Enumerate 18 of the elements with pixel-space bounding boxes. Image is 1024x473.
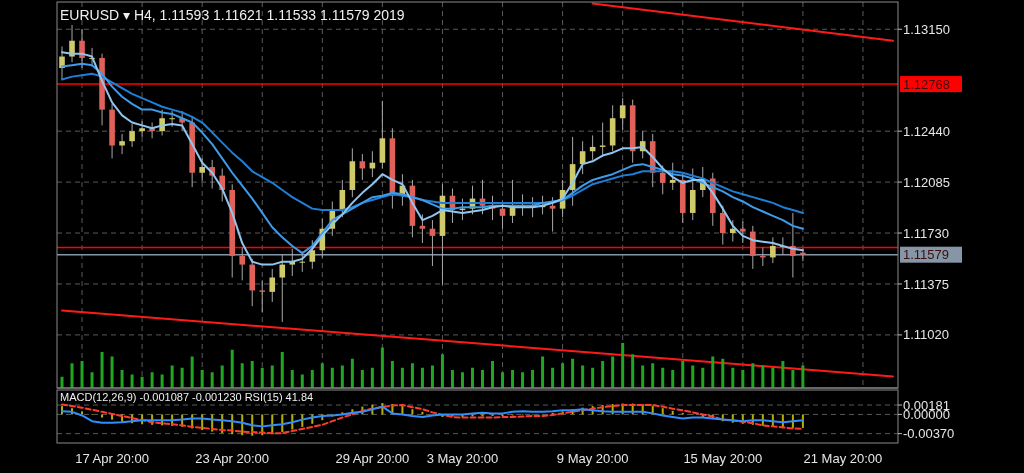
y-tick-label: 1.12085 [903, 174, 950, 190]
x-tick-label: 21 May 20:00 [803, 451, 883, 466]
ref-line-label: 1.11579 [903, 247, 950, 263]
x-tick-label: 9 May 20:00 [556, 451, 629, 466]
x-tick-label: 3 May 20:00 [426, 451, 499, 466]
y-tick-label: -0.00370 [903, 426, 955, 442]
x-tick-label: 23 Apr 20:00 [195, 451, 270, 466]
x-tick-label: 29 Apr 20:00 [335, 451, 410, 466]
y-tick-label: 1.11375 [903, 276, 950, 292]
x-tick-label: 17 Apr 20:00 [75, 451, 149, 466]
ref-line-label: 1.12768 [903, 76, 950, 92]
y-tick-label: 1.12440 [903, 123, 950, 139]
y-tick-label: 1.11020 [903, 327, 950, 343]
chart-title: MACD(12,26,9) -0.001087 -0.001230 RSI(15) 41.84 [60, 390, 314, 403]
y-tick-label: 1.11730 [903, 225, 950, 241]
y-tick-label: 1.13150 [903, 21, 950, 37]
x-tick-label: 15 May 20:00 [683, 451, 763, 466]
chart-title: EURUSD ▾ H4, 1.11593 1.11621 1.11533 1.11579 2019 [60, 6, 405, 23]
